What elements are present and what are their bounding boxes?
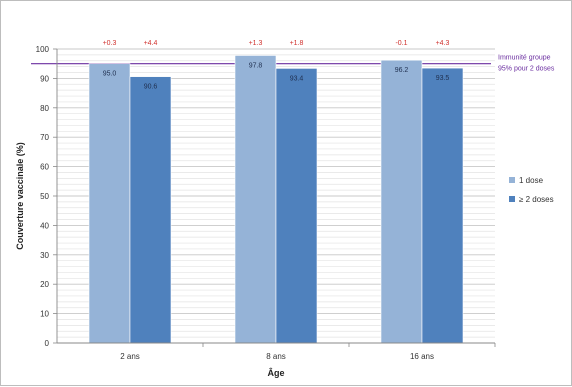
bar-value-label: 93.5 [436,75,450,82]
y-tick-label: 30 [40,251,49,260]
bar-value-label: 95.0 [103,71,117,78]
bar-value-label: 97.8 [249,62,263,69]
y-tick-label: 80 [40,104,49,113]
legend-swatch [509,177,515,183]
bar-value-label: 96.2 [395,67,409,74]
difference-annotation: +4.4 [144,40,158,47]
bar-value-label: 93.4 [290,75,304,82]
bar-one-dose [88,63,131,344]
bars-group: 95.0 +0.3 90.6 +4.4 97.8 +1.3 93.4 +1.8 96.2 -0.1… [88,40,464,344]
y-tick-label: 0 [45,339,50,348]
x-axis-title: Âge [267,367,284,378]
legend-label: 1 dose [519,176,544,185]
legend: 1 dose ≥ 2 doses [509,176,554,204]
y-tick-label: 50 [40,192,49,201]
bar-value-label: 90.6 [144,84,158,91]
difference-annotation: +4.3 [436,40,450,47]
x-category-label: 8 ans [266,352,286,361]
y-tick-label: 60 [40,163,49,172]
difference-annotation: +1.3 [249,40,263,47]
y-tick-label: 40 [40,221,49,230]
difference-annotation: +0.3 [103,40,117,47]
reference-label-line-1: Immunité groupe [498,55,551,62]
bar-one-dose [234,55,277,344]
bar-two-doses [129,76,172,344]
bar-two-doses [275,68,318,344]
legend-swatch [509,196,515,202]
y-tick-label: 70 [40,133,49,142]
y-axis-title: Couverture vaccinale (%) [15,142,25,250]
y-tick-label: 90 [40,74,49,83]
x-category-label: 16 ans [410,352,434,361]
reference-label-line-2: 95% pour 2 doses [498,66,555,73]
y-tick-label: 100 [36,45,50,54]
y-tick-label: 10 [40,310,49,319]
bar-one-dose [380,59,423,344]
bar-two-doses [421,67,464,344]
x-category-label: 2 ans [120,352,140,361]
axes-group: 0 10 20 30 40 50 60 70 80 90 100 2 ans 8 ans 16 ans Âg… [15,45,496,378]
difference-annotation: +1.8 [290,40,304,47]
difference-annotation: -0.1 [395,40,407,47]
y-tick-label: 20 [40,280,49,289]
legend-label: ≥ 2 doses [519,195,554,204]
